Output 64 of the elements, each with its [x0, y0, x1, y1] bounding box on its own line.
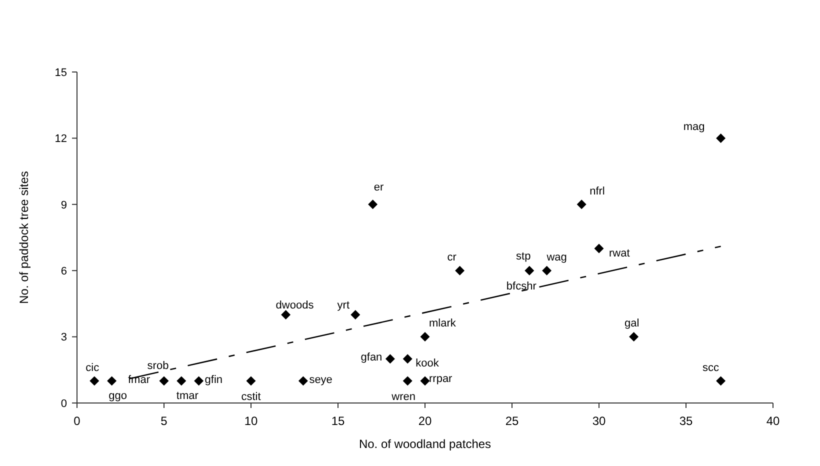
point [246, 376, 256, 386]
annotation: gfin [204, 374, 223, 386]
annotation: wren [390, 390, 416, 403]
annotation: ggo [108, 390, 127, 402]
point [159, 376, 169, 386]
point [368, 200, 378, 210]
annotation: gal [624, 318, 640, 330]
y-tick-label: 3 [60, 332, 67, 344]
point [176, 376, 186, 386]
x-axis-title: No. of woodland patches [358, 437, 492, 451]
point [716, 133, 726, 143]
annotation: nfrl [590, 185, 605, 198]
point [716, 376, 726, 386]
point [194, 376, 204, 386]
annotation: stp [516, 250, 531, 262]
annotation: er [374, 181, 384, 194]
point [420, 332, 430, 342]
point [455, 266, 465, 276]
x-tick-label: 40 [766, 414, 780, 428]
annotation: bfcshr [506, 280, 537, 292]
y-tick-label: 0 [60, 398, 67, 410]
point [594, 244, 604, 254]
point [402, 354, 412, 364]
point [90, 376, 100, 386]
annotation: wag [546, 251, 567, 264]
x-tick-label: 15 [331, 414, 345, 428]
y-tick-label: 15 [54, 66, 67, 79]
x-tick-label: 0 [74, 414, 81, 428]
y-tick-label: 9 [60, 199, 67, 212]
y-axis-title: No. of paddock tree sites [17, 171, 31, 304]
point [402, 376, 412, 386]
point [385, 354, 395, 364]
annotation: mlark [429, 318, 456, 330]
annotation: seye [309, 374, 332, 386]
annotation: srob [147, 360, 169, 372]
annotation: mag [683, 121, 705, 134]
annotation: rrpar [429, 372, 453, 385]
annotation: scc [702, 362, 720, 374]
x-tick-label: 30 [592, 414, 606, 428]
y-tick-label: 12 [54, 133, 67, 146]
annotation: yrt [337, 300, 350, 312]
point [420, 376, 430, 386]
x-tick-label: 10 [244, 414, 258, 428]
annotation: cstit [241, 390, 261, 403]
x-tick-label: 25 [505, 414, 519, 428]
annotation: tmar [176, 390, 199, 402]
annotation: dwoods [276, 300, 314, 312]
y-tick-label: 6 [60, 265, 67, 278]
point [107, 376, 117, 386]
annotation: gfan [360, 352, 382, 364]
x-tick-label: 20 [418, 414, 432, 428]
point [542, 266, 552, 276]
annotation: kook [416, 358, 440, 370]
x-tick-label: 5 [160, 414, 168, 428]
point [298, 376, 308, 386]
x-tick-label: 35 [679, 414, 693, 428]
annotation: rwat [609, 247, 630, 260]
point [576, 200, 586, 210]
point [629, 332, 639, 342]
annotation: cic [86, 362, 100, 374]
point [350, 310, 360, 320]
point [524, 266, 534, 276]
point [281, 310, 291, 320]
annotation: cr [447, 251, 457, 264]
